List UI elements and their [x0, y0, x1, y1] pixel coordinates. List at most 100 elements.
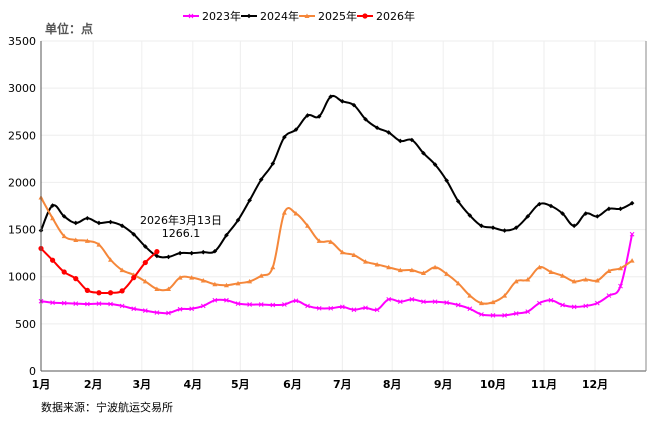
- data-point: [61, 233, 67, 239]
- data-point: [154, 286, 160, 291]
- data-point: [328, 94, 334, 99]
- data-point: [224, 232, 229, 238]
- data-point: [479, 223, 484, 229]
- data-point: [339, 249, 345, 255]
- data-point: [339, 304, 345, 310]
- data-point: [351, 252, 357, 258]
- legend-item: 2025年: [299, 9, 357, 23]
- data-point: [548, 203, 554, 209]
- data-point: [270, 161, 276, 166]
- series-2024年: [38, 94, 635, 260]
- data-point: [397, 299, 403, 305]
- data-point: [108, 219, 113, 225]
- data-point: [154, 310, 160, 315]
- data-point: [548, 269, 554, 274]
- unit-label: 单位：点: [45, 21, 93, 36]
- data-point: [96, 290, 102, 296]
- x-tick-label: 1月: [32, 378, 51, 391]
- data-point: [363, 116, 368, 122]
- data-point: [536, 264, 542, 270]
- data-point: [525, 277, 531, 282]
- data-point: [421, 150, 426, 156]
- data-point: [50, 300, 55, 305]
- data-point: [340, 99, 345, 104]
- data-point: [166, 310, 171, 316]
- data-point: [432, 299, 438, 305]
- data-point: [107, 290, 114, 296]
- data-point: [142, 308, 148, 314]
- data-point: [455, 280, 461, 286]
- data-point: [362, 13, 368, 19]
- y-tick-label: 1500: [8, 224, 36, 237]
- data-point: [351, 307, 357, 313]
- legend: 2023年 2024年 2025年 2026年: [183, 9, 415, 23]
- data-point: [374, 125, 380, 131]
- data-point: [154, 249, 160, 255]
- data-point: [397, 267, 403, 273]
- data-point: [119, 223, 125, 229]
- data-point: [165, 286, 171, 291]
- data-point: [188, 13, 194, 19]
- y-tick-label: 2000: [8, 176, 36, 189]
- data-point: [212, 297, 218, 303]
- data-point: [177, 250, 183, 256]
- data-point: [432, 162, 438, 167]
- data-point: [177, 275, 183, 280]
- data-point: [189, 250, 194, 256]
- data-point: [513, 311, 519, 316]
- data-point: [513, 225, 519, 230]
- data-point: [305, 303, 310, 309]
- data-point: [61, 300, 67, 306]
- series-lines: [38, 94, 635, 318]
- data-point: [258, 302, 264, 307]
- data-point: [212, 281, 218, 287]
- data-point: [49, 257, 56, 263]
- data-point: [200, 277, 206, 283]
- data-point: [119, 288, 125, 294]
- data-point: [108, 301, 113, 307]
- data-point: [293, 298, 299, 304]
- data-point: [50, 203, 55, 208]
- data-point: [502, 313, 507, 318]
- y-axis-ticks: 0 500 1000 1500 2000 2500 3000 3500: [8, 35, 36, 378]
- gridlines: [40, 40, 646, 372]
- data-point: [119, 303, 125, 309]
- data-point: [618, 265, 624, 271]
- legend-label: 2024年: [260, 9, 299, 23]
- data-point: [293, 127, 299, 132]
- annotation-value: 1266.1: [162, 227, 201, 240]
- data-point: [537, 201, 542, 207]
- data-point: [629, 231, 635, 237]
- data-point: [606, 206, 612, 212]
- data-point: [85, 215, 90, 221]
- data-point: [84, 238, 90, 243]
- data-point: [374, 261, 380, 267]
- data-point: [386, 130, 392, 135]
- data-point: [247, 278, 253, 284]
- data-point: [409, 296, 415, 302]
- data-point: [606, 293, 612, 298]
- data-point: [200, 249, 206, 255]
- data-point: [594, 300, 600, 306]
- x-tick-label: 4月: [184, 378, 203, 391]
- data-point: [467, 306, 473, 312]
- data-point: [502, 293, 508, 298]
- data-point: [131, 306, 137, 312]
- data-point: [571, 223, 577, 229]
- x-tick-label: 3月: [133, 378, 152, 391]
- data-point: [421, 299, 426, 305]
- x-axis-ticks: 1月 2月 3月 4月 5月 6月 7月 8月 9月 10月 11月 12月: [32, 378, 608, 391]
- data-point: [409, 267, 415, 273]
- y-tick-label: 0: [29, 365, 36, 378]
- data-point: [467, 293, 473, 298]
- data-point: [85, 301, 90, 307]
- data-point: [571, 278, 577, 284]
- series-2023年: [38, 231, 635, 318]
- data-point: [142, 259, 148, 266]
- data-point: [235, 217, 241, 223]
- data-point: [73, 276, 79, 282]
- data-point: [444, 300, 450, 305]
- legend-label: 2026年: [376, 9, 415, 23]
- data-point: [246, 13, 252, 19]
